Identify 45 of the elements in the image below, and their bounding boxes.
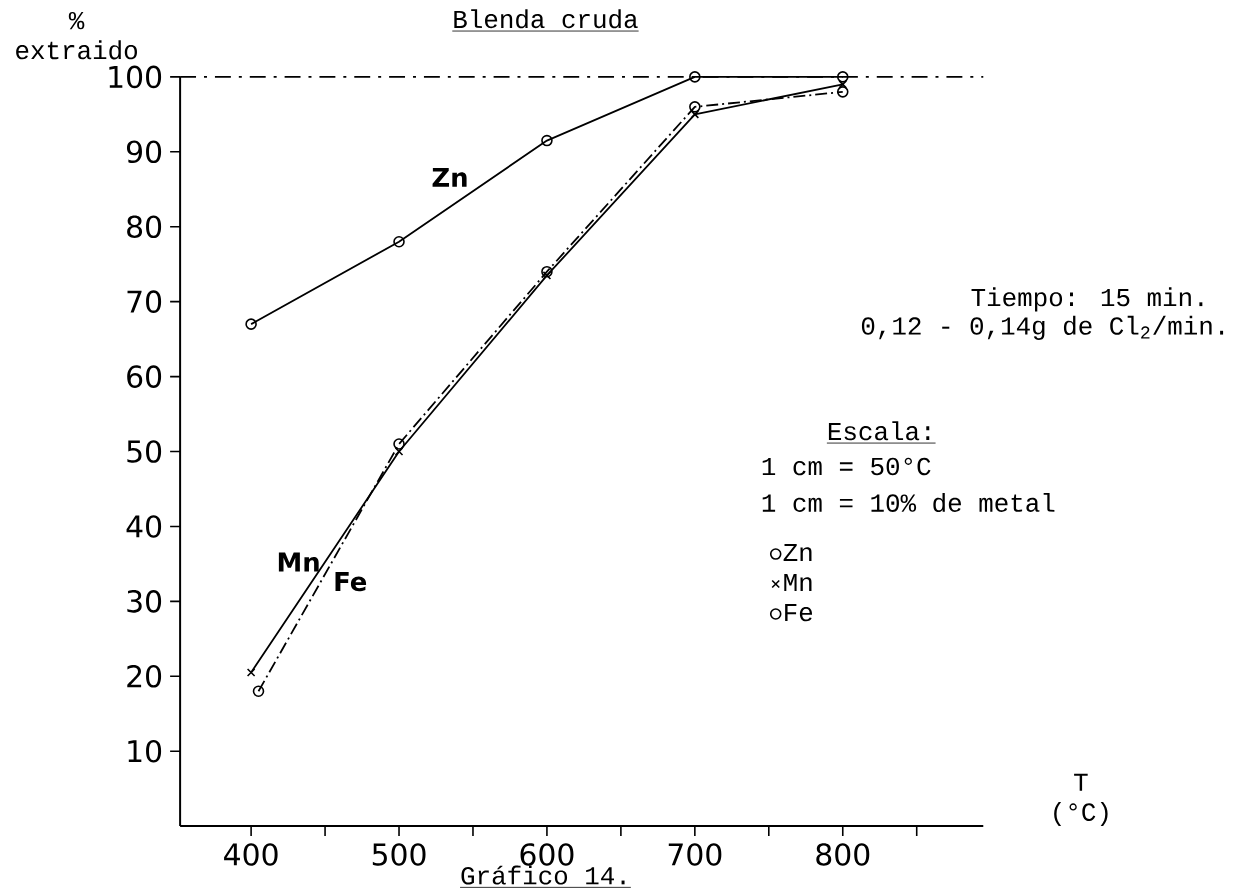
point (393, 438, 405, 450)
text: Fe (335, 572, 367, 592)
x-tick-label: 700 (668, 843, 722, 866)
point (541, 134, 553, 147)
point (836, 71, 849, 83)
y-tick-label: 50 (127, 440, 162, 463)
y-axis-title: % extraido (16, 11, 137, 60)
x-tick-label: 400 (224, 843, 278, 866)
annotation: 0,12 - 0,14g de Cl$_{2}$/min. (861, 315, 1224, 340)
point (836, 86, 849, 98)
y-tick-label: 80 (127, 215, 162, 239)
y-tick-label: 40 (126, 515, 162, 538)
y-tick-label: 90 (126, 140, 162, 164)
y-tick-label: 70 (127, 290, 162, 313)
annotation: Tiempo: 15 min. (971, 287, 1203, 312)
point (541, 265, 553, 278)
legend-label: Fe (785, 603, 813, 622)
point (394, 447, 404, 456)
y-tick-label: 100 (109, 65, 162, 89)
y-tick-label: 10 (128, 739, 162, 763)
y-tick-label: 30 (127, 590, 162, 613)
x-tick-label: 800 (816, 843, 870, 866)
point (838, 80, 848, 89)
annotation: 1 cm = 50°C (762, 457, 931, 476)
text: Zn (432, 167, 467, 187)
y-tick-label: 20 (127, 664, 162, 688)
point (542, 271, 552, 280)
text: Gráfico 14. (461, 865, 625, 885)
point (246, 668, 256, 677)
legend-label: Mn (784, 574, 812, 592)
point (690, 110, 700, 119)
point (689, 71, 701, 83)
point (689, 101, 701, 113)
annotation: Escala: (828, 421, 930, 441)
point (393, 235, 405, 248)
x-tick-label: 500 (372, 843, 426, 866)
point (252, 685, 265, 698)
legend-label: Zn (783, 544, 812, 562)
annotation: 1 cm = 10% de metal (762, 492, 1055, 512)
x-axis-title: T (°C) (1054, 773, 1108, 827)
point (245, 318, 257, 330)
text: Mn (278, 552, 319, 572)
x-tick-label: 600 (520, 843, 574, 866)
y-tick-label: 60 (127, 365, 162, 388)
chart-title: Blenda cruda (454, 9, 638, 29)
